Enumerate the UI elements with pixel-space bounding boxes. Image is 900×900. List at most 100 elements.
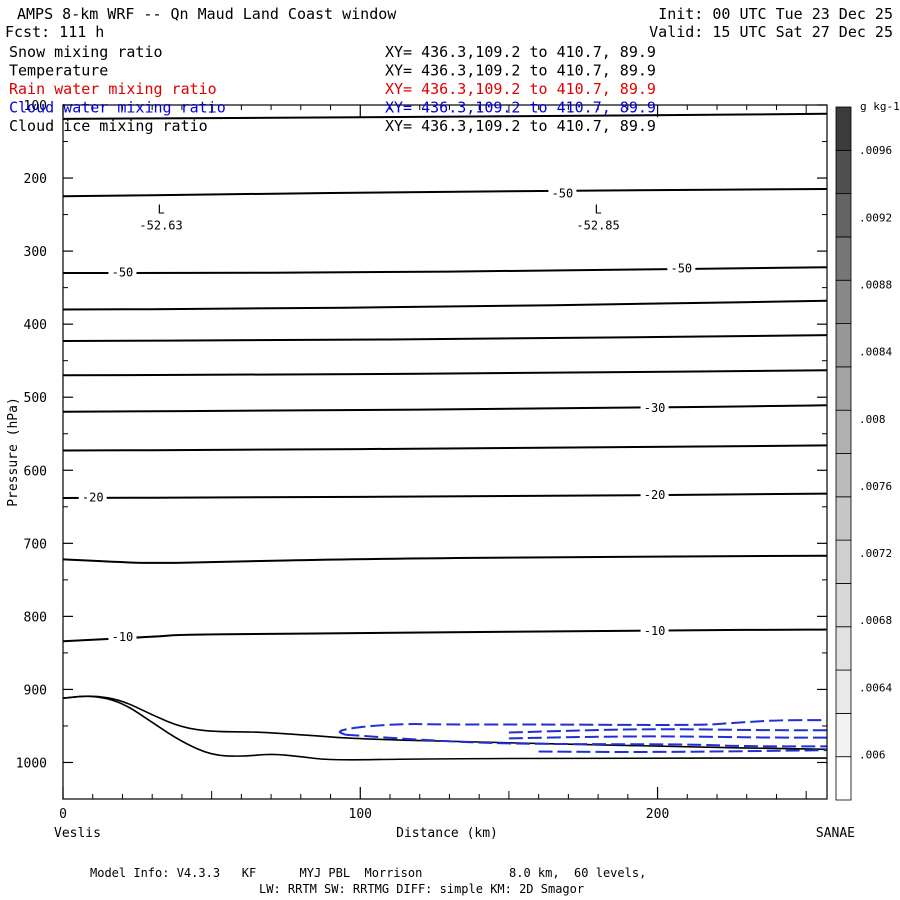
field-name: Temperature <box>9 62 108 80</box>
cloud-water-contour-4 <box>508 735 827 740</box>
low-value: -52.63 <box>139 219 182 233</box>
colorbar-unit: g kg-1 <box>860 100 900 113</box>
chart-title: AMPS 8-km WRF -- Qn Maud Land Coast wind… <box>17 5 397 23</box>
cloud-water-contour-5 <box>538 749 827 753</box>
forecast-hour: Fcst: 111 h <box>5 23 104 41</box>
x-axis-label: Distance (km) <box>396 826 498 841</box>
y-tick-label: 400 <box>24 318 47 333</box>
x-tick-label: 200 <box>646 807 669 822</box>
colorbar-segment <box>835 409 852 454</box>
x-left-endpoint-label: Veslis <box>54 826 101 841</box>
terrain-line-2 <box>63 695 827 761</box>
temperature-contour-5 <box>63 334 827 342</box>
temperature-contour-6 <box>63 369 827 377</box>
contour-label-bg <box>640 401 669 416</box>
contour-label-bg <box>108 265 137 280</box>
colorbar-label: .006 <box>859 748 886 761</box>
field-xy-range: XY= 436.3,109.2 to 410.7, 89.9 <box>385 43 656 61</box>
colorbar-segment <box>835 366 852 411</box>
colorbar-label: .0096 <box>859 144 892 157</box>
colorbar-label: .0092 <box>859 211 892 224</box>
colorbar-segment <box>835 193 852 238</box>
low-marker: L <box>157 203 164 217</box>
valid-time: Valid: 15 UTC Sat 27 Dec 25 <box>649 23 893 41</box>
field-xy-range: XY= 436.3,109.2 to 410.7, 89.9 <box>385 117 656 135</box>
temperature-contour-7 <box>63 404 827 413</box>
terrain-line-1 <box>63 695 827 751</box>
colorbar-segment <box>835 669 852 714</box>
colorbar-label: .0072 <box>859 547 892 560</box>
colorbar-segment <box>835 626 852 671</box>
plot-lines <box>63 112 827 761</box>
x-right-endpoint-label: SANAE <box>816 826 855 841</box>
axis-ticks: 100 200 300 400 500 600 700 800 900 1000 0 100 200 <box>16 99 827 822</box>
colorbar-segment <box>835 106 852 151</box>
x-tick-label: 100 <box>349 807 372 822</box>
temperature-contour-label: -30 <box>644 401 666 415</box>
colorbar-segment <box>835 279 852 324</box>
y-tick-label: 800 <box>24 610 47 625</box>
colorbar-label: .0064 <box>859 681 892 694</box>
field-name: Cloud ice mixing ratio <box>9 117 208 135</box>
colorbar-segment <box>835 756 852 801</box>
colorbar-segment <box>835 712 852 758</box>
field-xy-range: XY= 436.3,109.2 to 410.7, 89.9 <box>385 62 656 80</box>
x-tick-label: 0 <box>59 807 67 822</box>
cloud-water-contour-1 <box>338 719 827 736</box>
colorbar-label: .0088 <box>859 278 892 291</box>
colorbar-label: .0068 <box>859 614 892 627</box>
temperature-contour-9 <box>63 492 827 499</box>
colorbar-segment <box>835 539 852 584</box>
y-tick-label: 900 <box>24 683 47 698</box>
temperature-contour-3 <box>63 266 827 274</box>
temperature-contour-label: -20 <box>644 488 666 502</box>
plot-frame <box>62 104 828 800</box>
cloud-water-contour-3 <box>508 728 827 734</box>
temperature-contour-8 <box>63 444 827 452</box>
colorbar-segment <box>835 583 852 628</box>
temperature-contour-11 <box>63 628 827 643</box>
y-axis-label: Pressure (hPa) <box>6 397 21 507</box>
model-info-line-1: Model Info: V4.3.3 KF MYJ PBL Morrison 8… <box>90 866 646 880</box>
contour-label-bg <box>108 629 137 644</box>
temperature-contour-1 <box>63 112 827 120</box>
colorbar-label: .0084 <box>859 346 892 359</box>
colorbar-segment <box>835 453 852 498</box>
temperature-contour-label: -10 <box>112 630 134 644</box>
temperature-contour-2 <box>63 187 827 198</box>
low-marker: L <box>594 203 601 217</box>
cloud-water-contour-2 <box>345 733 827 748</box>
colorbar-segment <box>835 149 852 195</box>
y-tick-label: 1000 <box>16 756 47 771</box>
temperature-contour-label: -50 <box>670 262 692 276</box>
temperature-contour-label: -50 <box>112 265 134 279</box>
temperature-contour-4 <box>63 299 827 311</box>
colorbar-label: .008 <box>859 413 886 426</box>
init-time: Init: 00 UTC Tue 23 Dec 25 <box>658 5 893 23</box>
low-value: -52.85 <box>576 219 619 233</box>
colorbar-segment <box>835 323 852 368</box>
temperature-contour-label: -10 <box>644 624 666 638</box>
y-tick-label: 200 <box>24 172 47 187</box>
colorbar: .006 .0064 .0068 .0072 .0076 .008 .0084 .0088 .0… <box>835 106 892 801</box>
field-name: Snow mixing ratio <box>9 43 163 61</box>
y-tick-label: 300 <box>24 245 47 260</box>
colorbar-segment <box>835 496 852 541</box>
field-name: Cloud water mixing ratio <box>9 99 226 117</box>
colorbar-label: .0076 <box>859 480 892 493</box>
contour-label-bg <box>640 623 669 638</box>
plot-labels: -50 -50 -50 -30 -20 -20 -10 -10 L -52.63 L -52.85 <box>78 186 696 644</box>
temperature-contour-10 <box>63 554 827 564</box>
field-name: Rain water mixing ratio <box>9 80 217 98</box>
y-tick-label: 100 <box>24 99 47 114</box>
y-tick-label: 600 <box>24 464 47 479</box>
contour-label-bg <box>667 261 696 276</box>
field-xy-range: XY= 436.3,109.2 to 410.7, 89.9 <box>385 99 656 117</box>
temperature-contour-label: -50 <box>552 186 574 200</box>
colorbar-segment <box>835 236 852 281</box>
field-xy-range: XY= 436.3,109.2 to 410.7, 89.9 <box>385 80 656 98</box>
y-tick-label: 700 <box>24 537 47 552</box>
model-info-line-2: LW: RRTM SW: RRTMG DIFF: simple KM: 2D S… <box>259 882 584 896</box>
temperature-contour-label: -20 <box>82 490 104 504</box>
